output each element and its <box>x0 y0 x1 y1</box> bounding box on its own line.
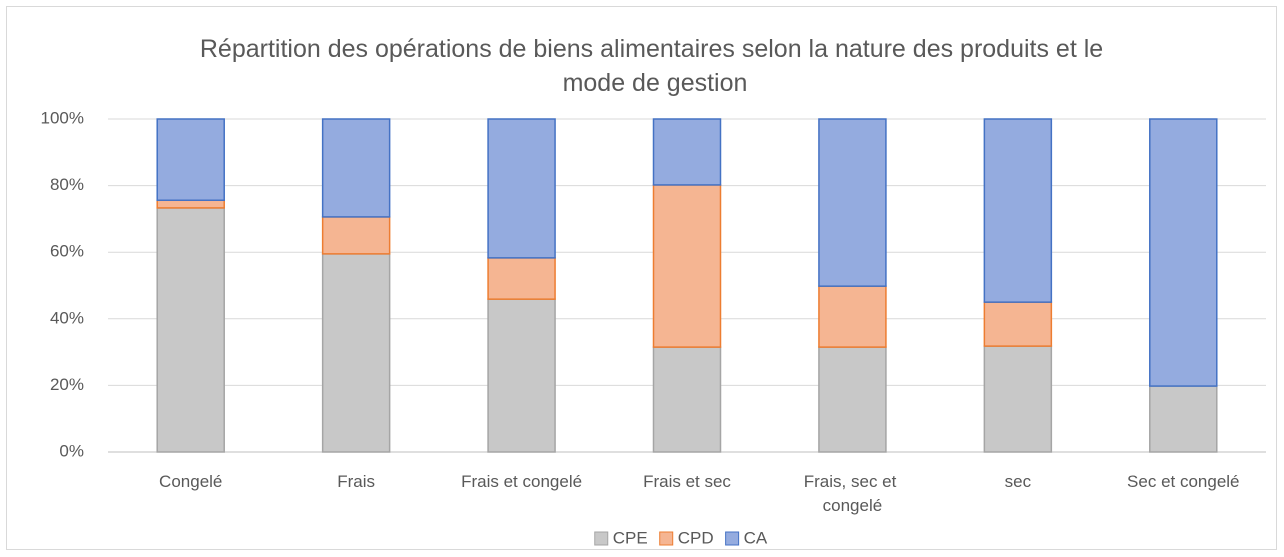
bar-segment <box>818 346 887 453</box>
y-tick-label: 20% <box>50 375 84 394</box>
bar-segment <box>983 301 1053 347</box>
bar-segment <box>983 118 1053 303</box>
y-tick-label: 60% <box>50 242 84 261</box>
x-tick-label: Frais <box>337 472 375 491</box>
y-tick-label: 100% <box>41 108 84 127</box>
x-tick-label: Frais et sec <box>643 472 731 491</box>
x-tick-label: sec <box>1005 472 1032 491</box>
bar-segment <box>487 257 556 300</box>
chart-title: Répartition des opérations de biens alim… <box>200 35 1110 97</box>
bar-segment <box>156 118 225 202</box>
bar-segment <box>487 298 556 453</box>
y-tick-label: 0% <box>59 441 84 460</box>
bar-segment <box>156 207 225 453</box>
x-tick-label: Congelé <box>159 472 222 491</box>
x-tick-label: Frais et congelé <box>461 472 582 491</box>
bar-segment <box>652 184 722 348</box>
bar-segment <box>1149 118 1218 387</box>
bar-segment <box>1149 385 1218 453</box>
y-tick-label: 80% <box>50 175 84 194</box>
bar-segment <box>818 118 887 287</box>
legend-label: CPE <box>613 528 648 547</box>
y-tick-label: 40% <box>50 308 84 327</box>
bar-segment <box>321 118 391 218</box>
bar-segment <box>652 118 722 186</box>
bar-segment <box>321 253 391 453</box>
x-tick-label: Sec et congelé <box>1127 472 1239 491</box>
legend-swatch <box>594 531 609 546</box>
bar-segment <box>818 285 887 348</box>
x-tick-label: Frais, sec et congelé <box>804 472 901 515</box>
bar-segment <box>652 346 722 453</box>
legend-label: CPD <box>678 528 714 547</box>
legend-label: CA <box>744 528 768 547</box>
bar-segment <box>321 216 391 255</box>
bar-segment <box>156 199 225 209</box>
bar-segment <box>983 345 1053 453</box>
legend-swatch <box>659 531 674 546</box>
legend-swatch <box>725 531 740 546</box>
bar-segment <box>487 118 556 259</box>
